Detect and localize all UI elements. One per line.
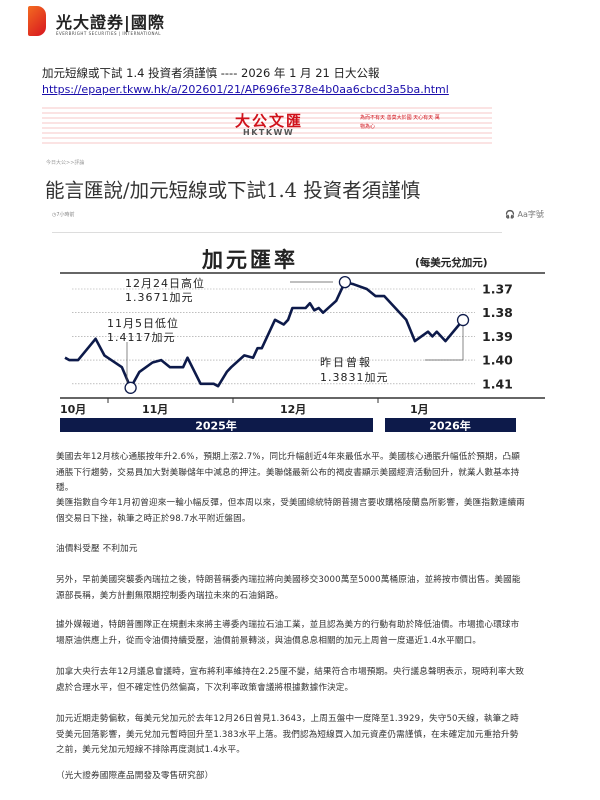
- headphone-icon[interactable]: 🎧: [505, 210, 518, 219]
- annotation-high-value: 1.3671加元: [125, 291, 194, 304]
- y-tick-label: 1.37: [482, 282, 513, 297]
- banner-slogan: 為而不有天 善莫大於國 天心有天 萬物為心: [360, 115, 440, 130]
- year-bar: [60, 418, 373, 432]
- font-size-button[interactable]: 🎧 Aa字號: [505, 209, 544, 220]
- high-point-marker: [338, 275, 352, 289]
- annotation-low-label: 11月5日低位: [107, 316, 179, 330]
- document-title: 加元短線或下試 1.4 投資者須謹慎 ---- 2026 年 1 月 21 日大…: [42, 66, 380, 80]
- banner-logo-en: HKTKWW: [243, 128, 295, 137]
- newspaper-banner: 大公文匯 HKTKWW 為而不有天 善莫大於國 天心有天 萬物為心: [42, 104, 492, 146]
- year-label: 2025年: [195, 419, 237, 433]
- year-bar: [385, 418, 516, 432]
- annotation-latest-label: 昨日曾報: [320, 355, 372, 369]
- annotation-low-value: 1.4117加元: [107, 331, 176, 344]
- breadcrumb[interactable]: 今日大公>>評論: [46, 160, 85, 166]
- author-note: （光大證券國際產品開發及零售研究部）: [56, 771, 214, 781]
- low-point-marker: [124, 381, 137, 394]
- chart-subtitle: (每美元兌加元): [415, 256, 488, 269]
- rate-line: [64, 280, 465, 390]
- banner-logo: 大公文匯: [235, 112, 304, 130]
- month-label: 1月: [410, 403, 429, 416]
- logo-mark-icon: [28, 6, 46, 36]
- paragraph: 加元近期走勢偏軟，每美元兌加元於去年12月26日曾見1.3643，上周五盤中一度…: [56, 714, 519, 755]
- month-label: 11月: [142, 403, 168, 416]
- article-headline: 能言匯說/加元短線或下試1.4 投資者須謹慎: [45, 179, 421, 202]
- y-tick-label: 1.39: [482, 329, 513, 344]
- paragraph: 加拿大央行去年12月議息會議時，宣布將利率維持在2.25厘不變，結果符合市場預期…: [56, 667, 525, 693]
- paragraph: 另外，早前美國突襲委內瑞拉之後，特朗普稱委內瑞拉將向美國移交3000萬至5000…: [56, 575, 521, 601]
- y-tick-label: 1.40: [482, 353, 513, 368]
- paragraph: 據外媒報道，特朗普團隊正在規劃未來將主導委內瑞拉石油工業，並且認為美方的行動有助…: [56, 620, 520, 646]
- annotation-high-label: 12月24日高位: [125, 276, 205, 290]
- logo-text: 光大證券|國際: [56, 13, 165, 32]
- publish-time: ◷7小時前: [52, 212, 75, 218]
- paragraph: 美國去年12月核心通脹按年升2.6%，預期上漲2.7%，同比升幅創近4年來最低水…: [56, 452, 520, 493]
- logo-subtext: EVERBRIGHT SECURITIES | INTERNATIONAL: [56, 31, 161, 36]
- source-link[interactable]: https://epaper.tkww.hk/a/202601/21/AP696…: [42, 83, 449, 96]
- y-tick-label: 1.38: [482, 305, 513, 320]
- month-label: 12月: [280, 403, 306, 416]
- font-size-label: Aa字號: [517, 210, 544, 219]
- y-tick-label: 1.41: [482, 376, 513, 391]
- company-logo: 光大證券|國際 EVERBRIGHT SECURITIES | INTERNAT…: [28, 6, 188, 38]
- cad-exchange-rate-chart: 加元匯率 (每美元兌加元) 1.37 1.38 1.39 1.40 1.41 10月 1…: [60, 248, 545, 433]
- divider: [52, 232, 502, 233]
- month-label: 10月: [60, 403, 86, 416]
- year-label: 2026年: [429, 419, 471, 433]
- chart-title: 加元匯率: [201, 248, 298, 272]
- annotation-leader: [425, 326, 464, 361]
- paragraph: 美匯指數自今年1月初曾迎來一輪小幅反彈，但本周以來，受美國總統特朗普揚言要收購格…: [56, 498, 526, 524]
- annotation-latest-value: 1.3831加元: [320, 371, 389, 384]
- latest-point-marker: [456, 313, 470, 327]
- subheading: 油價料受壓 不利加元: [56, 544, 138, 554]
